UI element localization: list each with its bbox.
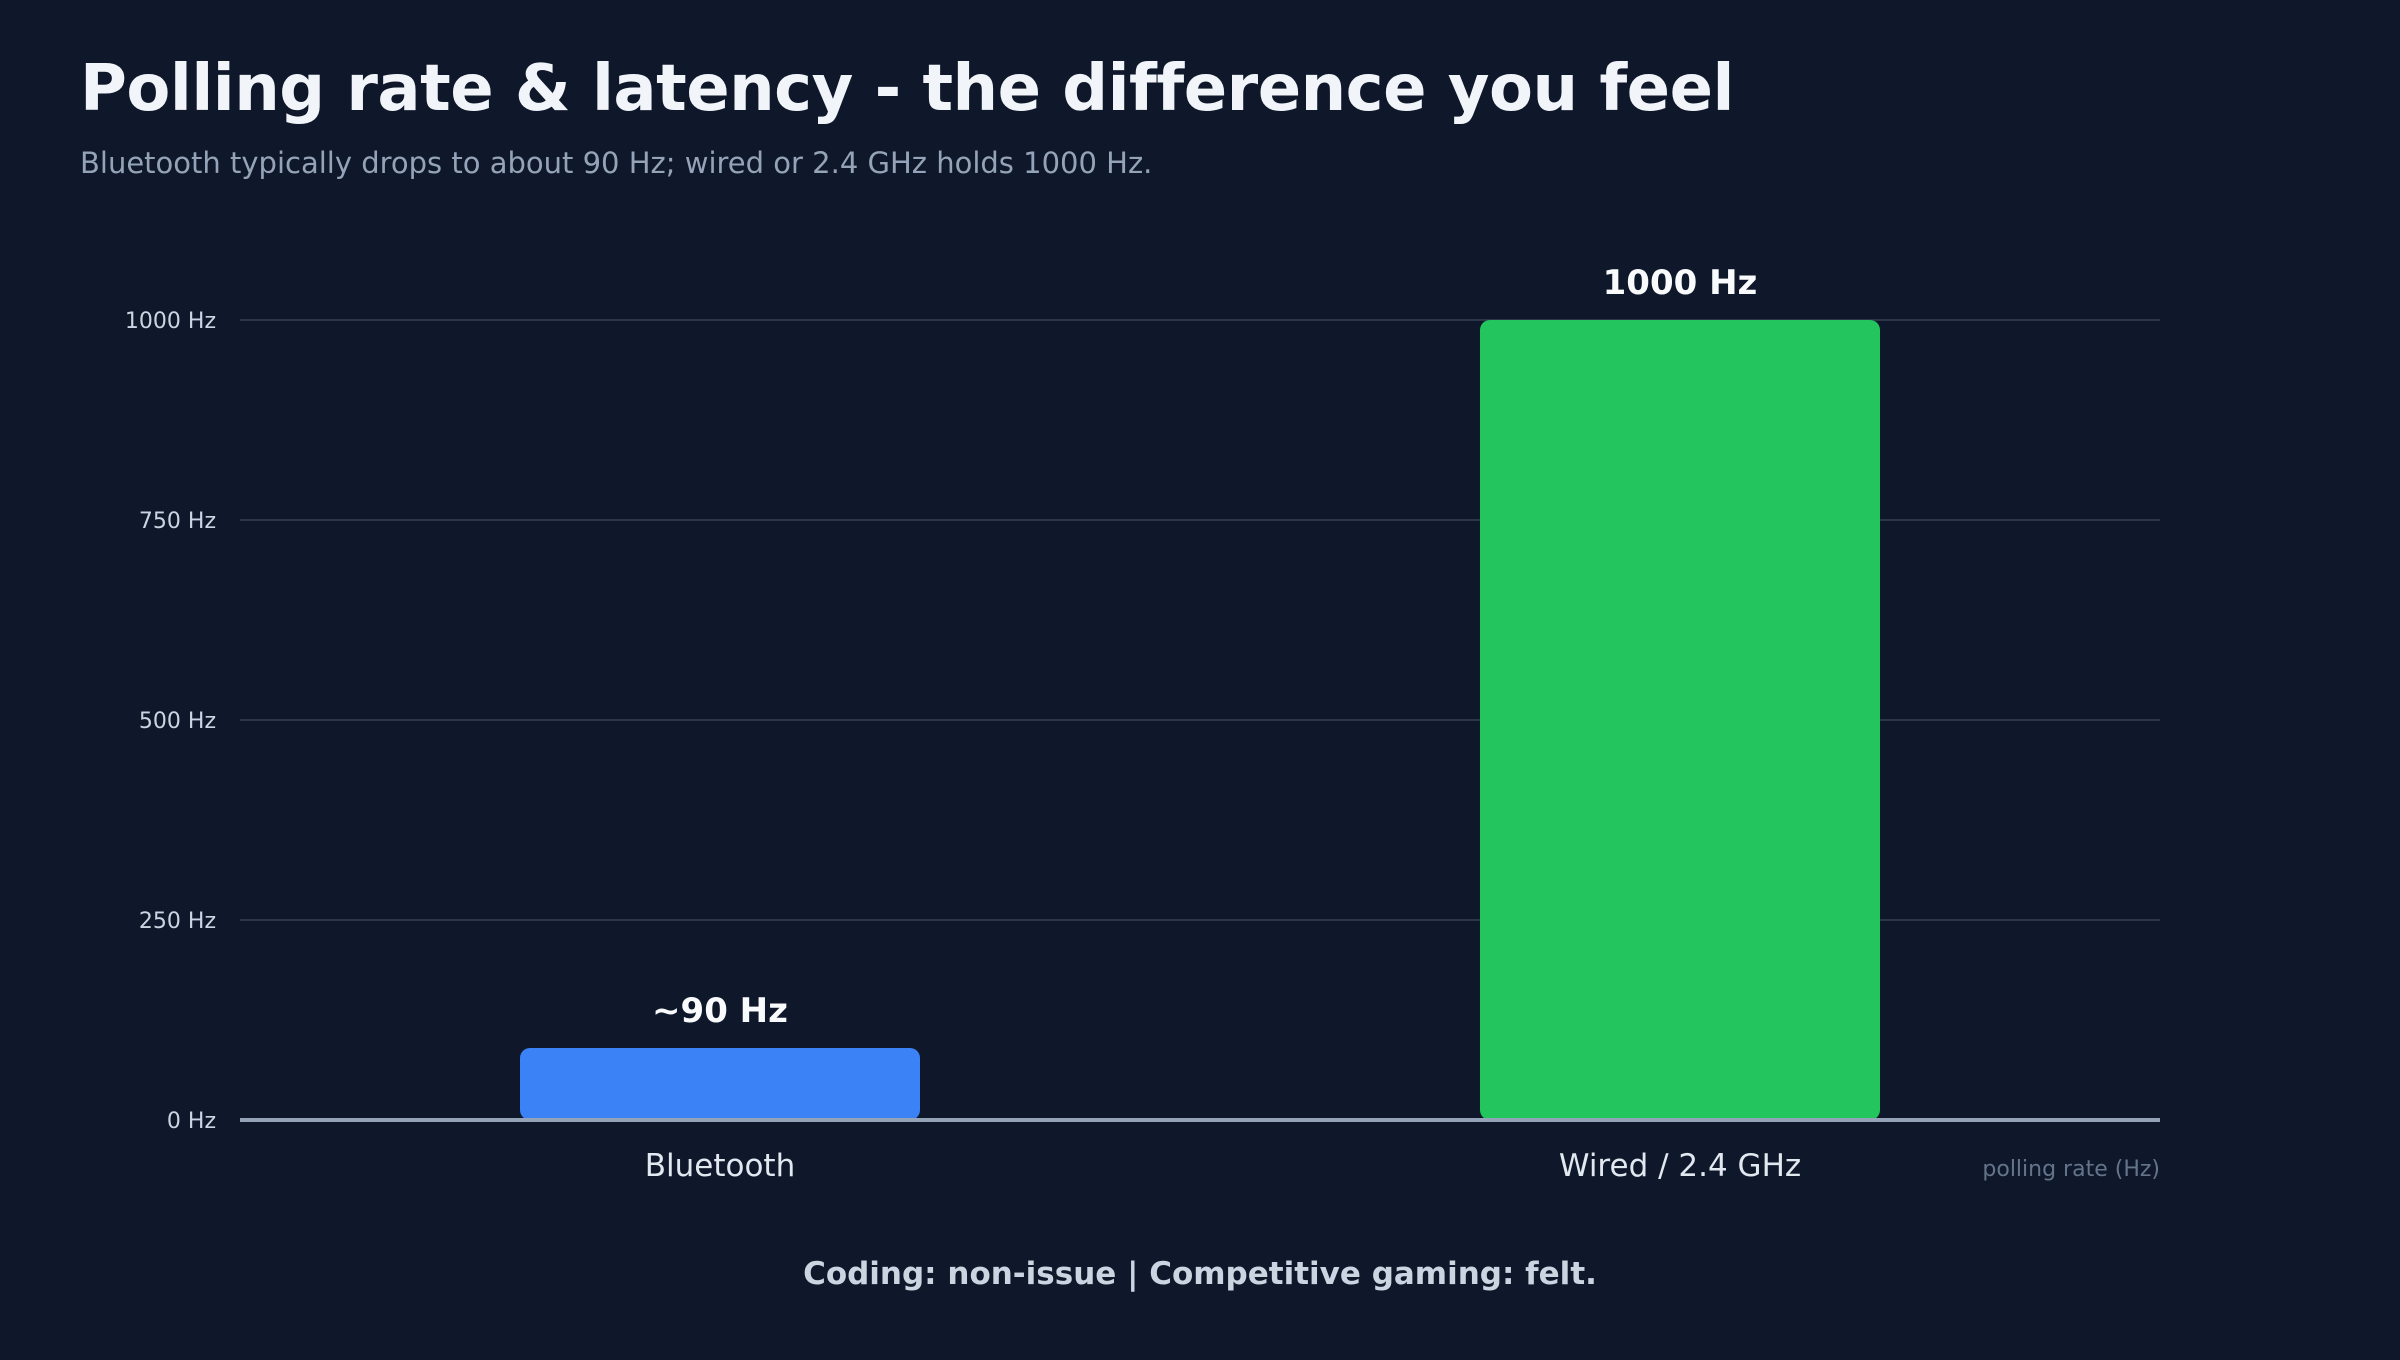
category-label: Wired / 2.4 GHz <box>1559 1148 1801 1184</box>
y-axis-ticks: 0 Hz 250 Hz 500 Hz 750 Hz 1000 Hz <box>125 309 216 1134</box>
footer-note: Coding: non-issue | Competitive gaming: … <box>803 1256 1597 1292</box>
bar-labels: ~90 Hz Bluetooth 1000 Hz Wired / 2.4 GHz <box>645 263 1801 1184</box>
chart-subtitle: Bluetooth typically drops to about 90 Hz… <box>80 146 1153 180</box>
category-label: Bluetooth <box>645 1148 796 1184</box>
bar-bluetooth <box>520 1048 920 1120</box>
bar-wired <box>1480 320 1880 1120</box>
y-tick-label: 500 Hz <box>139 709 216 734</box>
data-label: ~90 Hz <box>652 991 788 1031</box>
y-tick-label: 750 Hz <box>139 509 216 534</box>
y-tick-label: 1000 Hz <box>125 309 216 334</box>
x-axis-unit-label: polling rate (Hz) <box>1982 1157 2160 1182</box>
chart-title: Polling rate & latency - the difference … <box>80 52 1734 126</box>
bars <box>520 320 1880 1120</box>
y-tick-label: 0 Hz <box>167 1109 216 1134</box>
data-label: 1000 Hz <box>1603 263 1758 303</box>
y-tick-label: 250 Hz <box>139 909 216 934</box>
